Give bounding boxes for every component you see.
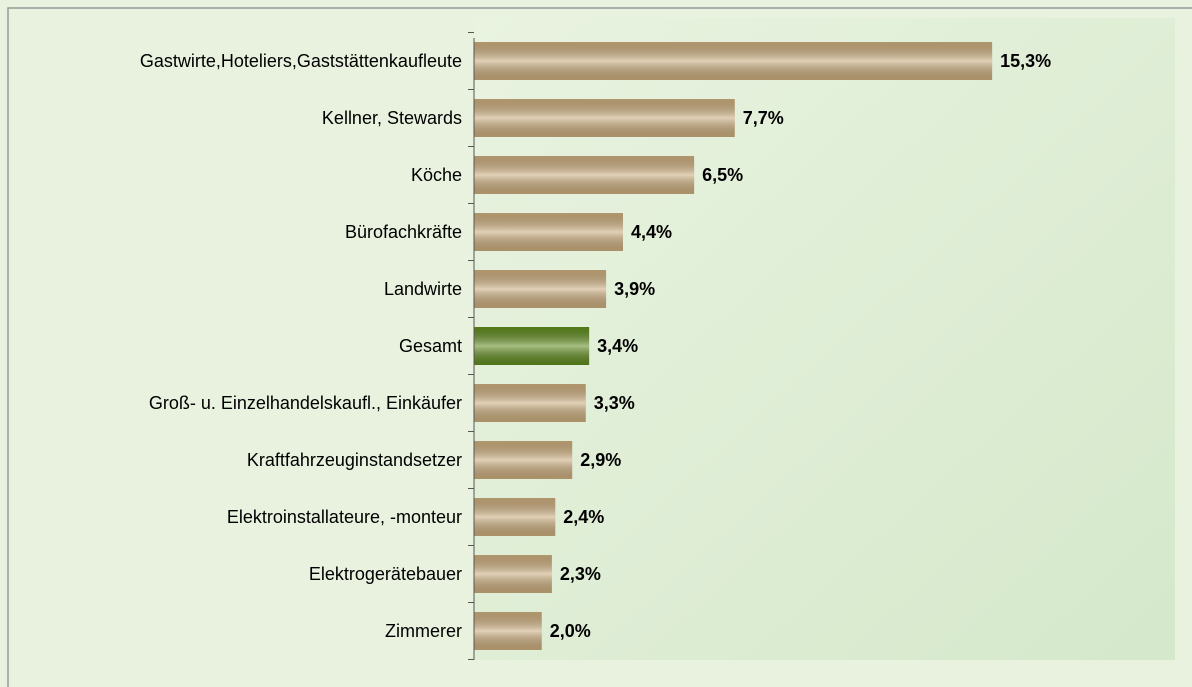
y-tick-label: Landwirte: [384, 279, 462, 299]
y-tick-label: Gesamt: [399, 336, 462, 356]
bar-shine: [474, 384, 586, 422]
y-tick-label: Bürofachkräfte: [345, 222, 462, 242]
value-label: 15,3%: [1000, 51, 1051, 71]
y-tick-label: Groß- u. Einzelhandelskaufl., Einkäufer: [149, 393, 462, 413]
bar-shine: [474, 612, 542, 650]
value-label: 2,4%: [563, 507, 604, 527]
bar-shine: [474, 498, 556, 536]
value-label: 4,4%: [631, 222, 672, 242]
bar-shine: [474, 327, 590, 365]
value-label: 2,9%: [580, 450, 621, 470]
value-label: 2,3%: [560, 564, 601, 584]
y-tick-label: Köche: [411, 165, 462, 185]
value-label: 7,7%: [743, 108, 784, 128]
value-label: 3,4%: [597, 336, 638, 356]
y-tick-label: Kraftfahrzeuginstandsetzer: [247, 450, 462, 470]
value-label: 3,3%: [594, 393, 635, 413]
bar-shine: [474, 441, 573, 479]
frame: [7, 7, 1192, 687]
y-tick-label: Elektroinstallateure, -monteur: [227, 507, 462, 527]
y-tick-label: Elektrogerätebauer: [309, 564, 462, 584]
y-tick-label: Gastwirte,Hoteliers,Gaststättenkaufleute: [140, 51, 462, 71]
value-label: 6,5%: [702, 165, 743, 185]
bar-shine: [474, 156, 695, 194]
y-tick-label: Zimmerer: [385, 621, 462, 641]
bar-shine: [474, 270, 607, 308]
bar-shine: [474, 99, 735, 137]
value-label: 2,0%: [550, 621, 591, 641]
bar-shine: [474, 42, 993, 80]
y-tick-label: Kellner, Stewards: [322, 108, 462, 128]
value-label: 3,9%: [614, 279, 655, 299]
bar-shine: [474, 213, 624, 251]
bar-shine: [474, 555, 552, 593]
